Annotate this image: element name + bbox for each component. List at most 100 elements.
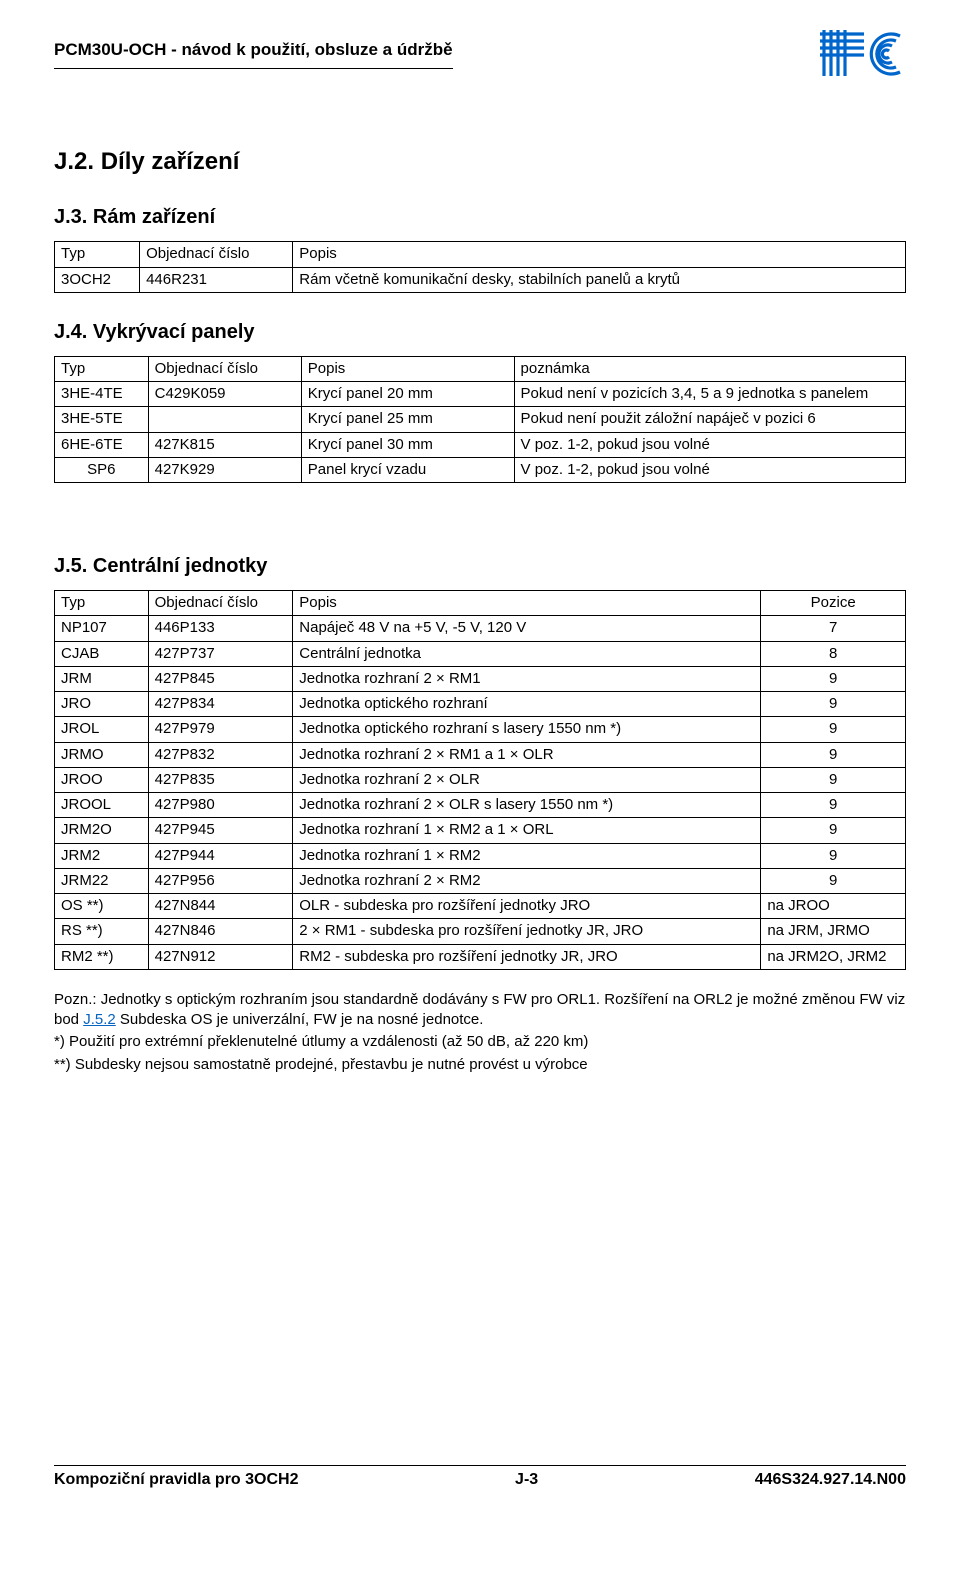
table-cell: RM2 - subdeska pro rozšíření jednotky JR… xyxy=(293,944,761,969)
table-cell: Jednotka rozhraní 1 × RM2 xyxy=(293,843,761,868)
table-cell: 446R231 xyxy=(140,267,293,292)
table-cell: 427K929 xyxy=(148,457,301,482)
table-row: OS **)427N844OLR - subdeska pro rozšířen… xyxy=(55,894,906,919)
table-cell: Centrální jednotka xyxy=(293,641,761,666)
table-row: RM2 **)427N912RM2 - subdeska pro rozšíře… xyxy=(55,944,906,969)
table-cell: 2 × RM1 - subdeska pro rozšíření jednotk… xyxy=(293,919,761,944)
table-cell: na JROO xyxy=(761,894,906,919)
col-header: Typ xyxy=(55,242,140,267)
company-logo-icon xyxy=(820,30,906,78)
table-row: 3HE-5TEKrycí panel 25 mmPokud není použi… xyxy=(55,407,906,432)
table-cell: 427N912 xyxy=(148,944,293,969)
note-text: Subdeska OS je univerzální, FW je na nos… xyxy=(116,1011,484,1028)
table-cell: 9 xyxy=(761,843,906,868)
table-row: CJAB427P737Centrální jednotka8 xyxy=(55,641,906,666)
footer-right: 446S324.927.14.N00 xyxy=(755,1469,906,1491)
footer-center: J-3 xyxy=(515,1469,538,1491)
table-cell: 9 xyxy=(761,666,906,691)
table-row: 6HE-6TE427K815Krycí panel 30 mmV poz. 1-… xyxy=(55,432,906,457)
table-cell: 427N844 xyxy=(148,894,293,919)
table-j5: Typ Objednací číslo Popis Pozice NP10744… xyxy=(54,590,906,970)
table-cell: Rám včetně komunikační desky, stabilních… xyxy=(293,267,906,292)
table-cell: 9 xyxy=(761,818,906,843)
table-cell: NP107 xyxy=(55,616,149,641)
col-header: Objednací číslo xyxy=(148,356,301,381)
table-cell: 8 xyxy=(761,641,906,666)
table-cell: SP6 xyxy=(55,457,149,482)
table-cell: Jednotka optického rozhraní xyxy=(293,692,761,717)
table-cell: Jednotka rozhraní 2 × OLR xyxy=(293,767,761,792)
table-cell: 427P979 xyxy=(148,717,293,742)
table-cell: V poz. 1-2, pokud jsou volné xyxy=(514,457,905,482)
table-cell: na JRM, JRMO xyxy=(761,919,906,944)
footer-left: Kompoziční pravidla pro 3OCH2 xyxy=(54,1469,298,1491)
table-cell: 427P956 xyxy=(148,868,293,893)
table-header-row: Typ Objednací číslo Popis poznámka xyxy=(55,356,906,381)
table-row: JRMO427P832Jednotka rozhraní 2 × RM1 a 1… xyxy=(55,742,906,767)
table-cell: JROOL xyxy=(55,793,149,818)
table-row: JROO427P835Jednotka rozhraní 2 × OLR9 xyxy=(55,767,906,792)
table-cell: Jednotka rozhraní 2 × RM1 a 1 × OLR xyxy=(293,742,761,767)
heading-j3: J.3. Rám zařízení xyxy=(54,204,906,231)
table-cell: Krycí panel 20 mm xyxy=(301,382,514,407)
col-header: Typ xyxy=(55,591,149,616)
table-header-row: Typ Objednací číslo Popis xyxy=(55,242,906,267)
table-cell: 427P832 xyxy=(148,742,293,767)
table-cell: 9 xyxy=(761,742,906,767)
table-cell: 3OCH2 xyxy=(55,267,140,292)
spacer xyxy=(54,487,906,527)
table-cell: JRMO xyxy=(55,742,149,767)
table-cell: 9 xyxy=(761,717,906,742)
table-row: RS **)427N8462 × RM1 - subdeska pro rozš… xyxy=(55,919,906,944)
table-cell: OS **) xyxy=(55,894,149,919)
table-cell: 427P980 xyxy=(148,793,293,818)
table-row: JROL427P979Jednotka optického rozhraní s… xyxy=(55,717,906,742)
table-cell: 7 xyxy=(761,616,906,641)
note-link[interactable]: J.5.2 xyxy=(83,1011,116,1028)
table-cell: 446P133 xyxy=(148,616,293,641)
heading-j5: J.5. Centrální jednotky xyxy=(54,553,906,580)
table-cell: Jednotka rozhraní 2 × RM2 xyxy=(293,868,761,893)
col-header: poznámka xyxy=(514,356,905,381)
table-row: NP107446P133Napáječ 48 V na +5 V, -5 V, … xyxy=(55,616,906,641)
col-header: Pozice xyxy=(761,591,906,616)
table-cell: 427P737 xyxy=(148,641,293,666)
table-cell: Panel krycí vzadu xyxy=(301,457,514,482)
table-cell: 3HE-4TE xyxy=(55,382,149,407)
table-cell: Pokud není v pozicích 3,4, 5 a 9 jednotk… xyxy=(514,382,905,407)
col-header: Typ xyxy=(55,356,149,381)
table-cell: 9 xyxy=(761,868,906,893)
table-cell: 427P835 xyxy=(148,767,293,792)
table-cell: JROL xyxy=(55,717,149,742)
notes-block: Pozn.: Jednotky s optickým rozhraním jso… xyxy=(54,990,906,1075)
table-cell: Jednotka optického rozhraní s lasery 155… xyxy=(293,717,761,742)
header-rule xyxy=(54,68,453,69)
table-cell: JROO xyxy=(55,767,149,792)
table-cell: JRM22 xyxy=(55,868,149,893)
table-row: JRM2O427P945Jednotka rozhraní 1 × RM2 a … xyxy=(55,818,906,843)
table-row: 3OCH2446R231Rám včetně komunikační desky… xyxy=(55,267,906,292)
note-line: *) Použití pro extrémní překlenutelné út… xyxy=(54,1032,906,1052)
table-cell: 9 xyxy=(761,692,906,717)
table-row: SP6427K929Panel krycí vzaduV poz. 1-2, p… xyxy=(55,457,906,482)
table-cell: JRO xyxy=(55,692,149,717)
table-row: JRM22427P956Jednotka rozhraní 2 × RM29 xyxy=(55,868,906,893)
table-cell: OLR - subdeska pro rozšíření jednotky JR… xyxy=(293,894,761,919)
table-cell: 9 xyxy=(761,793,906,818)
col-header: Objednací číslo xyxy=(148,591,293,616)
table-row: 3HE-4TEC429K059Krycí panel 20 mmPokud ne… xyxy=(55,382,906,407)
table-cell: JRM2O xyxy=(55,818,149,843)
header-left: PCM30U-OCH - návod k použití, obsluze a … xyxy=(54,39,453,69)
table-cell: 427P834 xyxy=(148,692,293,717)
table-cell: Krycí panel 25 mm xyxy=(301,407,514,432)
table-cell: 427P945 xyxy=(148,818,293,843)
page-footer: Kompoziční pravidla pro 3OCH2 J-3 446S32… xyxy=(54,1465,906,1491)
table-cell: JRM2 xyxy=(55,843,149,868)
col-header: Popis xyxy=(301,356,514,381)
table-cell: RM2 **) xyxy=(55,944,149,969)
table-cell: RS **) xyxy=(55,919,149,944)
table-cell: Napáječ 48 V na +5 V, -5 V, 120 V xyxy=(293,616,761,641)
table-cell: 427P845 xyxy=(148,666,293,691)
table-cell: 427K815 xyxy=(148,432,301,457)
table-cell: 6HE-6TE xyxy=(55,432,149,457)
